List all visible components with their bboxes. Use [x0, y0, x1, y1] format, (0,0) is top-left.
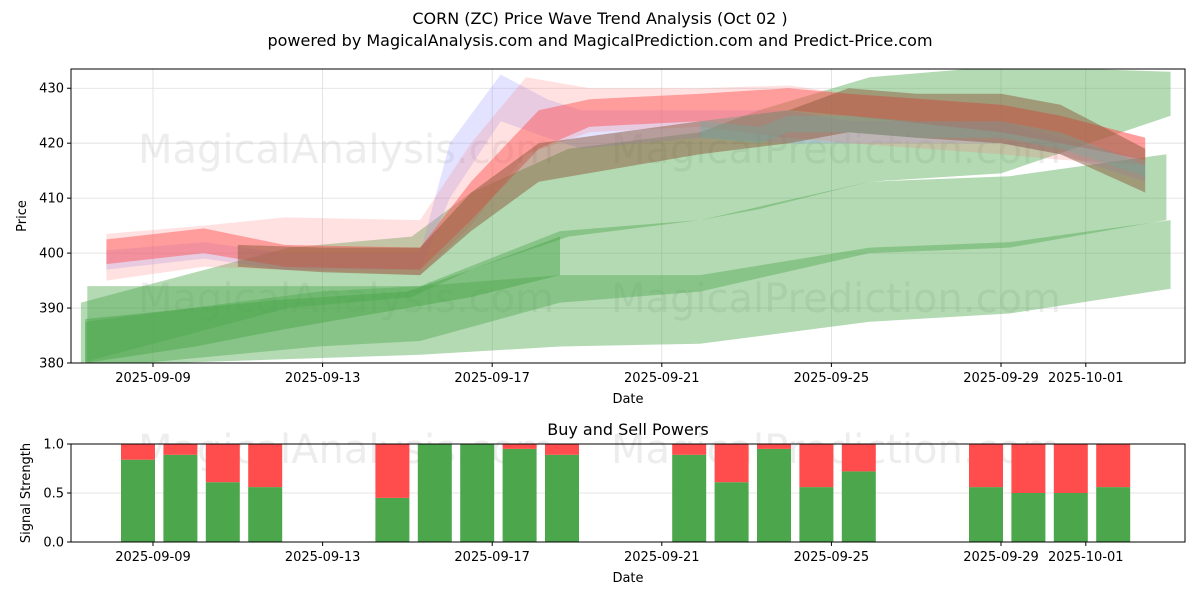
sell-bar	[248, 444, 283, 488]
buy-bar	[841, 471, 876, 542]
buy-bar	[375, 497, 410, 542]
sell-bar	[757, 444, 791, 449]
price-x-tick-label: 2025-09-21	[624, 371, 700, 386]
band-red-wave	[106, 88, 1146, 270]
signal-panel-title: Buy and Sell Powers	[547, 420, 709, 439]
price-x-tick-label: 2025-10-01	[1048, 371, 1124, 386]
sell-bar	[375, 444, 410, 498]
price-x-ticks: 2025-09-09 2025-09-13 2025-09-17 2025-09-21…	[115, 363, 1124, 386]
chart-subtitle: powered by MagicalAnalysis.com and Magic…	[267, 31, 933, 50]
price-y-tick-label: 400	[39, 247, 64, 262]
price-y-ticks: 380 390 400 410 420 430	[39, 82, 71, 372]
sell-bar	[1053, 444, 1088, 493]
price-y-axis-label: Price	[15, 200, 30, 232]
price-y-tick-label: 380	[39, 357, 64, 372]
band-green-trend-upper	[80, 69, 1171, 363]
signal-x-tick-label: 2025-10-01	[1048, 550, 1124, 565]
band-brown-wave	[237, 88, 1146, 276]
buy-bar	[757, 448, 791, 542]
price-y-tick-label: 390	[39, 302, 64, 317]
signal-y-axis-label: Signal Strength	[19, 443, 34, 543]
signal-x-tick-label: 2025-09-25	[794, 550, 870, 565]
sell-bar	[1096, 444, 1131, 488]
price-axes-frame	[70, 68, 1186, 364]
buy-bar	[460, 444, 495, 542]
sell-bar	[672, 444, 707, 455]
signal-panel: Buy and Sell Powers MagicalAnalysis.com …	[19, 420, 1186, 586]
sell-bar	[1011, 444, 1046, 493]
signal-x-tick-label: 2025-09-21	[624, 550, 700, 565]
signal-x-tick-label: 2025-09-29	[963, 550, 1039, 565]
signal-x-tick-label: 2025-09-09	[115, 550, 191, 565]
buy-bar	[969, 487, 1003, 542]
sell-bar	[799, 444, 834, 488]
chart-title: CORN (ZC) Price Wave Trend Analysis (Oct…	[412, 9, 788, 28]
buy-bar	[1011, 493, 1046, 542]
buy-bar	[545, 454, 579, 542]
signal-x-tick-label: 2025-09-17	[454, 550, 530, 565]
sell-bar	[841, 444, 876, 472]
signal-y-ticks: 0.0 0.5 1.0	[43, 438, 71, 551]
buy-bar	[248, 487, 283, 542]
signal-y-tick-label: 1.0	[43, 438, 64, 453]
sell-bar	[205, 444, 240, 483]
price-x-tick-label: 2025-09-13	[285, 371, 361, 386]
buy-bar	[799, 487, 834, 542]
buy-bar	[163, 454, 198, 542]
buy-bar	[205, 482, 240, 542]
buy-bar	[417, 444, 452, 542]
buy-bar	[502, 448, 537, 542]
sell-bar	[121, 444, 155, 460]
sell-bar	[502, 444, 537, 449]
price-x-tick-label: 2025-09-25	[794, 371, 870, 386]
price-y-tick-label: 420	[39, 137, 64, 152]
price-y-tick-label: 430	[39, 82, 64, 97]
signal-y-tick-label: 0.0	[43, 536, 64, 551]
price-x-tick-label: 2025-09-17	[454, 371, 530, 386]
buy-bar	[121, 459, 155, 542]
buy-bar	[1053, 493, 1088, 542]
sell-bar	[714, 444, 749, 483]
band-green-trend-dark	[85, 236, 560, 363]
sell-bar	[163, 444, 198, 455]
signal-x-ticks: 2025-09-09 2025-09-13 2025-09-17 2025-09-21…	[115, 542, 1124, 565]
watermark-prediction-bottom: MagicalPrediction.com	[611, 276, 1061, 322]
signal-bars	[121, 444, 1131, 542]
price-x-tick-label: 2025-09-29	[963, 371, 1039, 386]
band-teal-wave	[700, 115, 1146, 177]
price-y-tick-label: 410	[39, 192, 64, 207]
price-x-tick-label: 2025-09-09	[115, 371, 191, 386]
buy-bar	[1096, 487, 1131, 542]
watermark-analysis-top: MagicalAnalysis.com	[138, 127, 554, 173]
sell-bar	[545, 444, 579, 455]
buy-bar	[672, 454, 707, 542]
price-panel: MagicalAnalysis.com MagicalPrediction.co…	[15, 68, 1186, 407]
price-x-axis-label: Date	[612, 392, 643, 407]
signal-y-tick-label: 0.5	[43, 487, 64, 502]
buy-bar	[714, 482, 749, 542]
band-green-trend-lower	[87, 220, 1171, 363]
sell-bar	[969, 444, 1003, 488]
price-bands	[80, 69, 1171, 363]
signal-x-tick-label: 2025-09-13	[285, 550, 361, 565]
signal-x-axis-label: Date	[612, 571, 643, 586]
